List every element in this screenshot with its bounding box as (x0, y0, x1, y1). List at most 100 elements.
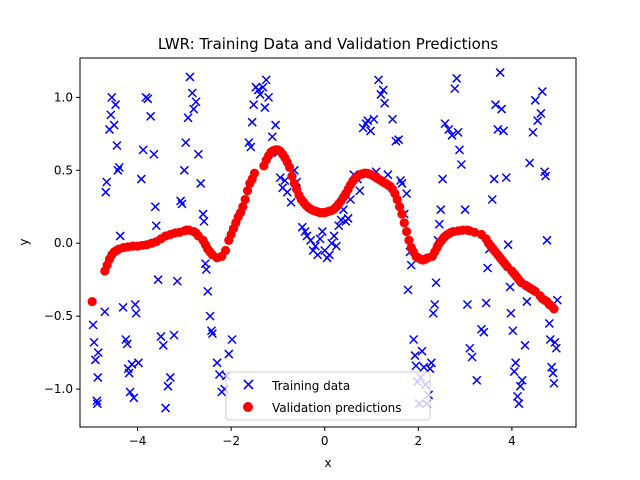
training-point (260, 103, 270, 113)
training-point (430, 299, 440, 310)
training-point (212, 358, 222, 368)
training-point (536, 108, 546, 118)
training-point (193, 149, 203, 159)
training-point (402, 189, 412, 199)
training-point (297, 222, 307, 232)
training-point (261, 75, 271, 85)
prediction-point (238, 202, 248, 212)
training-point (334, 221, 344, 231)
training-point (114, 162, 124, 172)
training-point (92, 399, 102, 409)
training-point (310, 241, 320, 251)
training-point (512, 391, 523, 401)
legend-box (225, 371, 431, 421)
training-point (185, 72, 195, 82)
training-point (388, 114, 398, 124)
training-point (479, 327, 489, 337)
training-point (130, 299, 140, 310)
x-axis-label: x (324, 456, 331, 470)
training-point (146, 111, 156, 121)
x-tick-label: −4 (129, 434, 147, 448)
training-point (264, 92, 274, 102)
training-point (122, 339, 132, 349)
training-point (501, 173, 511, 183)
training-point (533, 116, 543, 126)
training-point (528, 127, 538, 137)
chart-title: LWR: Training Data and Validation Predic… (158, 35, 498, 53)
training-point (487, 194, 497, 205)
y-tick-label: 0.0 (54, 236, 73, 250)
prediction-point (394, 202, 405, 212)
training-point (205, 311, 215, 321)
x-tick-label: 2 (414, 434, 422, 448)
training-point (530, 95, 540, 105)
training-point (431, 278, 441, 288)
training-point (426, 358, 436, 368)
training-point (129, 393, 139, 403)
training-point (498, 126, 509, 136)
training-point (369, 114, 379, 124)
training-point (191, 97, 201, 107)
training-point (106, 110, 116, 120)
training-point (542, 235, 552, 245)
training-point (158, 340, 168, 350)
training-point (497, 104, 507, 114)
training-point (520, 340, 530, 350)
prediction-point (404, 235, 414, 245)
training-point (271, 120, 281, 130)
training-point (544, 318, 554, 328)
training-point (483, 263, 493, 273)
training-point (258, 82, 268, 92)
training-point (324, 250, 334, 260)
training-point (112, 140, 122, 151)
training-point (172, 276, 182, 286)
training-point (394, 135, 404, 145)
prediction-point (287, 171, 297, 181)
training-point (127, 359, 137, 369)
training-point (467, 352, 477, 362)
legend-label-training: Training data (271, 379, 350, 393)
prediction-point (549, 304, 559, 314)
legend-x-marker-icon (243, 379, 254, 390)
training-point (249, 100, 259, 110)
training-point (505, 282, 515, 292)
training-point (411, 361, 421, 371)
training-point (246, 142, 256, 152)
training-point (537, 87, 547, 97)
training-point (514, 399, 524, 409)
legend: Training data Validation predictions (225, 371, 431, 421)
training-point (493, 124, 503, 134)
training-point (397, 178, 407, 188)
y-axis-ticks: −1.0 −0.5 0.0 0.5 1.0 (44, 90, 80, 396)
training-point (183, 113, 193, 123)
legend-dot-marker-icon (243, 402, 253, 412)
x-axis-ticks: −4 −2 0 2 4 (129, 427, 516, 448)
training-point (280, 175, 290, 186)
prediction-point (240, 194, 250, 205)
training-point (327, 238, 337, 248)
training-point (179, 165, 189, 175)
y-tick-label: −1.0 (44, 382, 73, 396)
training-point (206, 326, 217, 336)
training-point (92, 396, 102, 406)
training-point (366, 126, 376, 136)
training-point (380, 98, 390, 108)
prediction-point (399, 218, 409, 228)
training-point (199, 216, 209, 226)
training-point (462, 299, 472, 310)
y-tick-label: −0.5 (44, 309, 73, 323)
training-point (403, 285, 413, 295)
training-point (156, 332, 166, 342)
training-point (90, 355, 100, 365)
prediction-point (87, 296, 97, 307)
training-point (376, 89, 386, 99)
training-point (118, 302, 128, 312)
training-point (247, 117, 257, 127)
training-point (169, 330, 179, 340)
training-point (343, 213, 353, 223)
training-point (506, 308, 516, 318)
y-tick-label: 1.0 (54, 90, 73, 104)
training-point (447, 130, 457, 140)
prediction-point (397, 209, 407, 219)
